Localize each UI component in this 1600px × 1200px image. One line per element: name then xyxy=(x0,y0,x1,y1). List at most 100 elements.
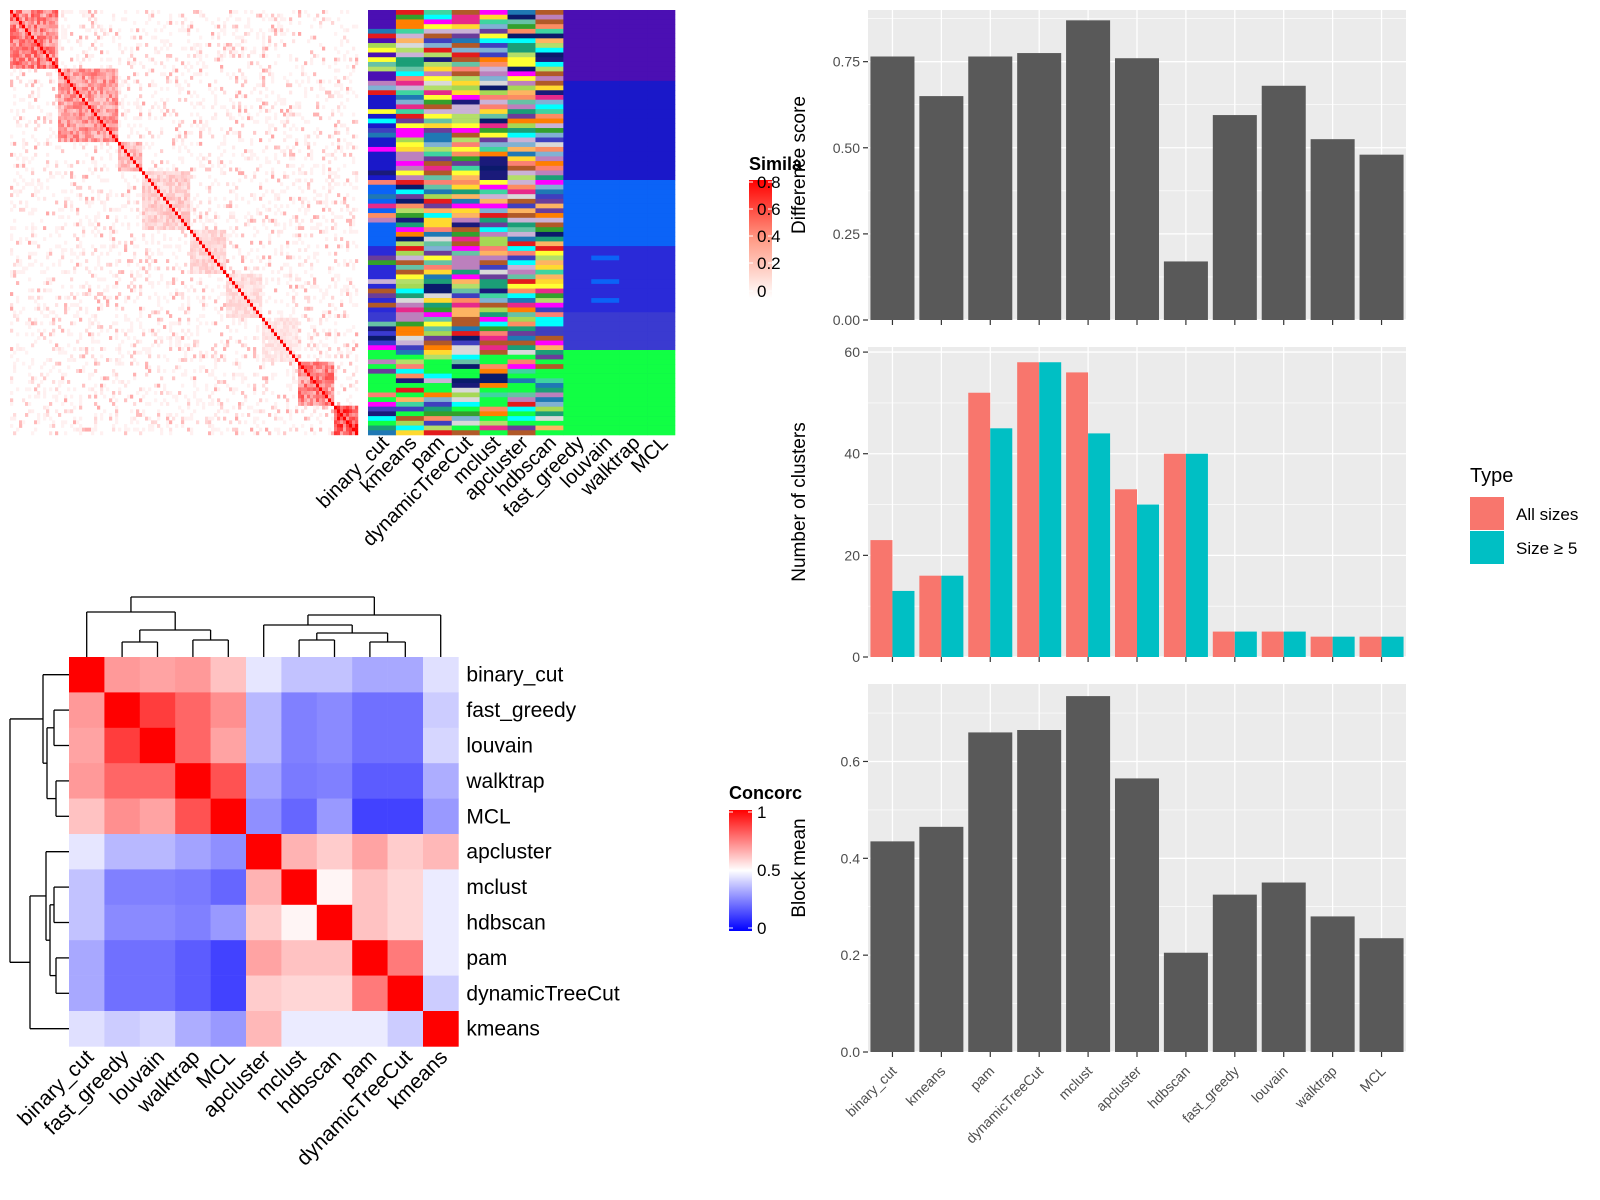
concordance-cell xyxy=(352,727,388,764)
concordance-cell xyxy=(246,869,282,906)
concordance-cell xyxy=(69,834,105,870)
concordance-colorbar xyxy=(729,810,752,931)
type-legend: Type All sizes Size ≥ 5 xyxy=(1470,465,1578,564)
concordance-row-label: walktrap xyxy=(465,770,544,793)
concordance-cell xyxy=(210,798,247,835)
concordance-cell xyxy=(246,975,282,1012)
bar xyxy=(1114,58,1160,320)
concordance-tick: 0.5 xyxy=(757,861,781,880)
concordance-legend: Concorc 1 0.5 0 xyxy=(729,783,802,938)
bar xyxy=(919,96,964,320)
concordance-cell xyxy=(281,727,318,764)
concordance-cell xyxy=(316,975,353,1012)
concordance-cell xyxy=(387,798,424,835)
bar xyxy=(1017,53,1062,321)
concordance-cell xyxy=(246,940,282,976)
y-axis-label: Number of clusters xyxy=(789,422,810,581)
concordance-cell xyxy=(246,798,282,835)
type-legend-title: Type xyxy=(1470,465,1513,487)
concordance-cell xyxy=(175,975,211,1012)
bar xyxy=(1039,362,1062,657)
x-tick-label: pam xyxy=(967,1063,998,1094)
bar xyxy=(870,841,915,1052)
concordance-cell xyxy=(281,869,318,906)
bar xyxy=(1066,20,1111,321)
bar xyxy=(1088,433,1111,657)
concordance-cell xyxy=(139,692,176,729)
concordance-cell xyxy=(423,763,459,799)
concordance-legend-title: Concorc xyxy=(729,783,802,803)
bar xyxy=(919,575,942,657)
concordance-cell xyxy=(69,657,105,693)
x-tick-label: walktrap xyxy=(1291,1063,1340,1112)
legend-label-all-sizes: All sizes xyxy=(1516,505,1578,524)
concordance-cell xyxy=(104,869,141,906)
concordance-cell xyxy=(316,904,353,941)
y-tick-label: 0.6 xyxy=(841,753,861,769)
concordance-cell xyxy=(104,727,141,764)
concordance-cell xyxy=(352,869,388,906)
cluster-assignment-heatmap xyxy=(368,10,676,436)
concordance-cell xyxy=(175,763,211,799)
row-dendrogram xyxy=(9,674,69,1030)
bar xyxy=(870,540,893,657)
bar xyxy=(990,428,1013,657)
bar xyxy=(1310,139,1355,320)
y-axis-label: Block mean xyxy=(789,818,810,917)
bar xyxy=(1163,261,1208,320)
concordance-cell xyxy=(387,834,424,870)
concordance-cell xyxy=(104,940,141,976)
concordance-cell xyxy=(352,763,388,799)
similarity-colorbar xyxy=(749,180,772,298)
bar xyxy=(1212,894,1257,1052)
concordance-cell xyxy=(281,763,318,799)
concordance-cell xyxy=(387,657,424,693)
concordance-cell xyxy=(104,975,141,1012)
concordance-cell xyxy=(210,692,247,729)
concordance-cell xyxy=(281,798,318,835)
concordance-cell xyxy=(352,940,388,976)
concordance-cell xyxy=(69,975,105,1012)
similarity-legend-title: Simila xyxy=(749,154,803,174)
concordance-cell xyxy=(316,1011,353,1047)
bar xyxy=(1163,453,1186,657)
y-tick-label: 0.2 xyxy=(841,947,861,963)
concordance-cell xyxy=(69,727,105,764)
concordance-cell xyxy=(210,727,247,764)
x-tick-label: apcluster xyxy=(1093,1063,1145,1115)
concordance-cell xyxy=(352,798,388,835)
concordance-cell xyxy=(104,657,141,693)
concordance-row-label: hdbscan xyxy=(466,912,545,935)
concordance-cell xyxy=(139,869,176,906)
bar xyxy=(1359,154,1404,320)
bar xyxy=(1114,489,1137,657)
concordance-cell xyxy=(210,940,247,976)
bar xyxy=(1332,636,1355,657)
concordance-cell xyxy=(69,763,105,799)
y-axis-label: Difference score xyxy=(789,96,810,234)
bar xyxy=(1310,916,1355,1052)
bar xyxy=(1017,362,1040,657)
concordance-cell xyxy=(316,834,353,870)
bar xyxy=(968,732,1013,1052)
concordance-cell xyxy=(246,692,282,729)
concordance-heatmap xyxy=(69,657,459,1047)
bar xyxy=(1234,631,1257,657)
concordance-cell xyxy=(175,904,211,941)
y-tick-label: 0.4 xyxy=(841,850,861,866)
concordance-cell xyxy=(281,975,318,1012)
concordance-cell xyxy=(352,692,388,729)
concordance-cell xyxy=(246,727,282,764)
similarity-tick: 0 xyxy=(757,282,766,301)
concordance-cell xyxy=(246,763,282,799)
concordance-cell xyxy=(352,904,388,941)
concordance-cell xyxy=(281,692,318,729)
concordance-cell xyxy=(246,1011,282,1047)
concordance-cell xyxy=(387,975,424,1012)
bar xyxy=(1261,882,1306,1052)
y-tick-label: 0.75 xyxy=(833,54,860,70)
concordance-cell xyxy=(352,834,388,870)
concordance-cell xyxy=(210,763,247,799)
concordance-cell xyxy=(352,657,388,693)
